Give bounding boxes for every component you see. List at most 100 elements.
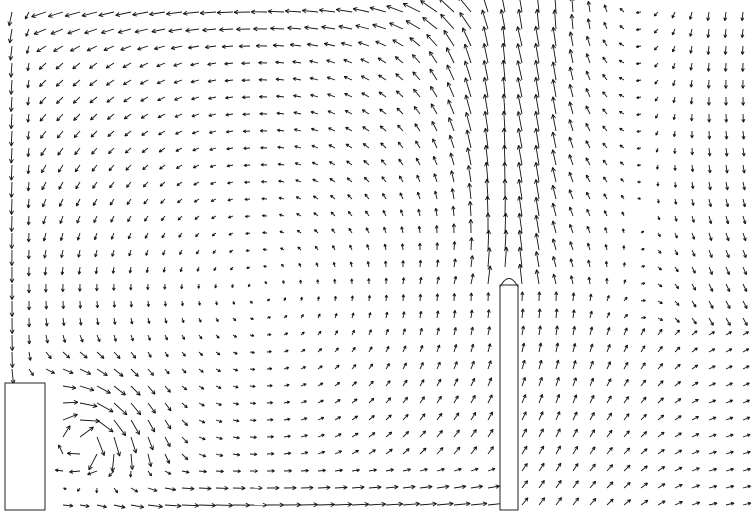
velocity-arrow (742, 147, 745, 157)
arrow-head (730, 467, 734, 472)
arrow-head (129, 304, 134, 308)
velocity-arrow (555, 411, 561, 421)
arrow-head (489, 394, 493, 399)
velocity-arrow (708, 348, 716, 353)
velocity-arrow (589, 360, 594, 370)
velocity-arrow (672, 45, 676, 53)
velocity-arrow (422, 16, 438, 30)
arrow-head (303, 400, 307, 404)
velocity-arrow (555, 308, 558, 319)
velocity-arrow (742, 485, 751, 489)
velocity-arrow (174, 113, 183, 118)
arrow-head (182, 10, 188, 16)
arrow-head (286, 366, 290, 370)
arrow-head (343, 75, 348, 80)
velocity-arrow (96, 300, 98, 308)
velocity-arrow (345, 126, 353, 132)
velocity-arrow (518, 179, 523, 200)
arrow-head (709, 271, 713, 275)
velocity-arrow (447, 99, 455, 115)
arrow-head (422, 16, 428, 22)
velocity-arrow (603, 4, 608, 13)
velocity-arrow (690, 62, 693, 71)
velocity-arrow (363, 176, 370, 183)
velocity-arrow (117, 28, 132, 34)
velocity-arrow (175, 147, 183, 152)
velocity-arrow (10, 130, 13, 147)
arrow-head (108, 167, 113, 172)
arrow-head (174, 114, 179, 118)
arrow-head (388, 414, 392, 418)
arrow-head (303, 383, 307, 387)
velocity-arrow (587, 259, 591, 268)
velocity-arrow (27, 147, 30, 157)
velocity-arrow (535, 179, 540, 200)
arrow-head (569, 241, 573, 246)
velocity-arrow (470, 273, 474, 285)
arrow-head (292, 60, 296, 64)
arrow-head (692, 253, 696, 257)
velocity-arrow (741, 11, 744, 21)
arrow-head (399, 192, 403, 196)
velocity-arrow (640, 482, 648, 489)
velocity-arrow (606, 378, 612, 387)
velocity-arrow (101, 28, 115, 34)
arrow-head (521, 325, 526, 330)
velocity-arrow (345, 143, 353, 149)
arrow-head (656, 200, 660, 204)
arrow-head (298, 263, 302, 266)
arrow-head (61, 322, 66, 326)
velocity-arrow (725, 416, 734, 421)
arrow-head (540, 462, 545, 467)
velocity-arrow (470, 237, 473, 251)
velocity-arrow (672, 62, 676, 70)
velocity-arrow (535, 26, 540, 47)
arrow-head (190, 79, 195, 84)
arrow-head (618, 76, 623, 80)
arrow-head (383, 226, 387, 231)
arrow-head (726, 254, 730, 259)
velocity-arrow (78, 266, 81, 275)
velocity-arrow (674, 449, 683, 455)
velocity-arrow (487, 485, 500, 489)
arrow-head (27, 306, 32, 311)
velocity-arrow (742, 164, 745, 174)
velocity-arrow (602, 159, 608, 166)
arrow-head (277, 145, 281, 150)
arrow-head (300, 296, 303, 300)
velocity-arrow (62, 334, 66, 343)
velocity-arrow (440, 0, 455, 13)
arrow-head (267, 9, 273, 14)
arrow-head (660, 317, 664, 321)
arrow-head (221, 44, 226, 49)
arrow-head (96, 321, 100, 326)
velocity-arrow (232, 453, 240, 456)
velocity-arrow (657, 466, 665, 472)
velocity-arrow (415, 157, 421, 166)
velocity-arrow (198, 470, 207, 473)
velocity-arrow (209, 130, 217, 134)
arrow-head (372, 23, 378, 29)
velocity-arrow (113, 419, 127, 436)
velocity-arrow (59, 198, 64, 207)
velocity-arrow (672, 79, 676, 86)
arrow-head (156, 80, 161, 85)
arrow-head (337, 416, 342, 420)
arrow-head (208, 113, 212, 117)
velocity-arrow (657, 346, 663, 353)
arrow-head (523, 428, 527, 433)
arrow-head (636, 79, 640, 83)
arrow-head (159, 183, 164, 187)
arrow-head (350, 278, 354, 282)
arrow-head (245, 502, 251, 508)
velocity-arrow (487, 468, 496, 472)
arrow-head (575, 497, 580, 502)
velocity-arrow (568, 189, 574, 200)
arrow-head (258, 60, 262, 65)
velocity-arrow (310, 111, 319, 115)
velocity-arrow (94, 249, 98, 258)
arrow-head (261, 180, 265, 184)
arrow-head (602, 159, 607, 163)
arrow-head (242, 95, 246, 100)
velocity-arrow (708, 502, 718, 506)
